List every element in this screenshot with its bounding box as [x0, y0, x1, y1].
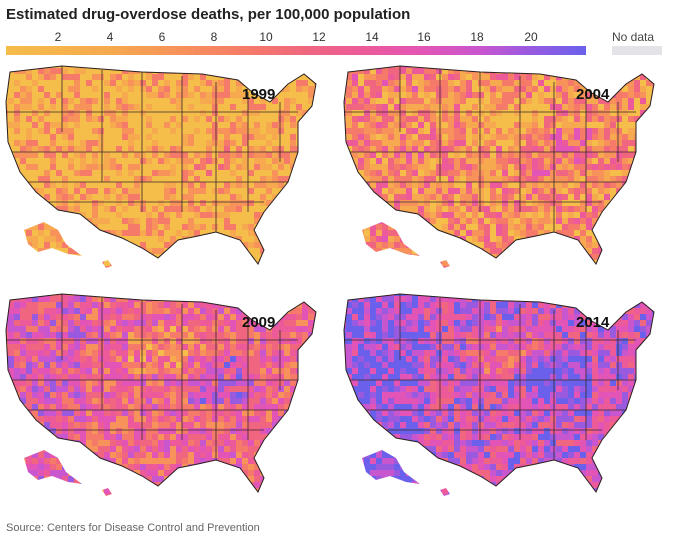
us-county-map-2009 — [5, 293, 317, 496]
legend-tick: 14 — [365, 30, 379, 44]
source-note: Source: Centers for Disease Control and … — [6, 522, 260, 534]
map-panel-2004: 2004 — [340, 62, 670, 277]
map-year-label: 2009 — [242, 314, 276, 331]
map-panel-2009: 2009 — [2, 290, 332, 505]
legend-tick: 4 — [106, 30, 114, 44]
legend-tick: 6 — [158, 30, 166, 44]
chart-title: Estimated drug-overdose deaths, per 100,… — [6, 6, 411, 23]
map-panel-2014: 2014 — [340, 290, 670, 505]
legend-tick: 2 — [54, 30, 62, 44]
legend-color-bar — [6, 46, 586, 55]
map-year-label: 2014 — [576, 314, 610, 331]
us-county-map-2014 — [343, 293, 655, 496]
legend-tick: 18 — [470, 30, 484, 44]
color-legend: 2 4 6 8 10 12 14 16 18 20 No data — [6, 30, 686, 60]
legend-tick: 16 — [417, 30, 431, 44]
map-panel-1999: 1999 — [2, 62, 332, 277]
map-year-label: 2004 — [576, 86, 610, 103]
legend-tick: 12 — [312, 30, 326, 44]
us-county-map-1999 — [5, 65, 317, 268]
legend-tick: 20 — [524, 30, 538, 44]
no-data-label: No data — [612, 30, 655, 44]
legend-tick: 10 — [259, 30, 273, 44]
no-data-swatch — [612, 46, 662, 55]
us-county-map-2004 — [343, 65, 655, 268]
legend-tick: 8 — [210, 30, 218, 44]
map-year-label: 1999 — [242, 86, 276, 103]
